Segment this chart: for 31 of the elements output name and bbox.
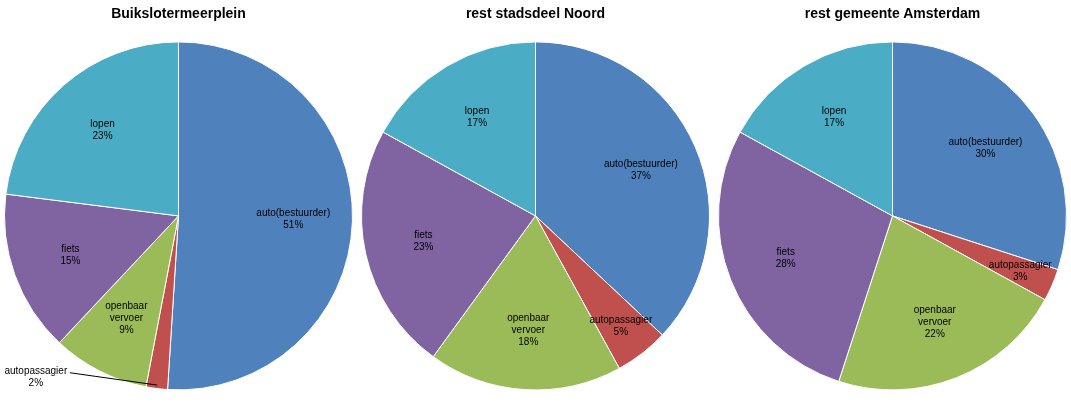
slice-label: fiets (61, 242, 80, 254)
slice-label: auto(bestuurder) (948, 136, 1023, 148)
slice-label: openbaar vervoer (507, 312, 551, 336)
data-label: 2% (28, 377, 44, 389)
data-label: 15% (60, 254, 81, 266)
data-label: 30% (975, 148, 996, 160)
data-label: 51% (283, 219, 304, 231)
data-label: 22% (924, 328, 945, 340)
slice-label: autopassagier (4, 365, 68, 377)
slice-label: auto(bestuurder) (603, 158, 678, 170)
data-label: 17% (824, 116, 845, 128)
slice-label: openbaar vervoer (105, 299, 149, 323)
data-label: 3% (1013, 270, 1028, 282)
chart-title: Buikslotermeerplein (111, 5, 246, 22)
slice-label: openbaar vervoer (913, 304, 957, 328)
slice-label: lopen (464, 104, 490, 116)
data-label: 5% (613, 325, 629, 337)
data-label: 28% (775, 257, 796, 269)
data-label: 37% (630, 170, 652, 182)
slice-label: fiets (414, 228, 433, 240)
slice-label: lopen (821, 104, 847, 116)
data-label: 23% (92, 129, 113, 141)
data-label: 17% (467, 116, 488, 128)
slice-label: fiets (776, 245, 795, 257)
chart-title: rest stadsdeel Noord (465, 5, 606, 22)
slice-label: lopen (90, 117, 115, 129)
slice-label: auto(bestuurder) (256, 207, 331, 219)
data-label: 9% (119, 323, 134, 335)
data-label: 23% (413, 240, 434, 252)
chart-title: rest gemeente Amsterdam (804, 5, 981, 22)
data-label: 18% (518, 336, 539, 348)
